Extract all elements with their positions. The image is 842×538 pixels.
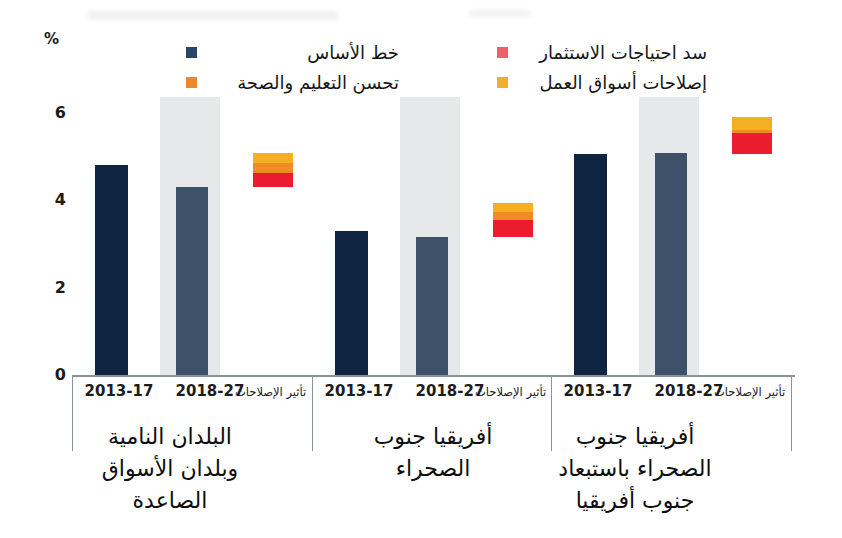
group-name-line: أفريقيا جنوب: [515, 421, 755, 453]
legend-item-labor-market: إصلاحات أسواق العمل: [497, 70, 707, 94]
baseline-2013-17-bar-g3: [574, 154, 607, 375]
reform-stack-education-health-g2: [493, 212, 533, 220]
x-label-2013-17-g2: 2013-17: [315, 382, 403, 400]
y-axis-unit-label: %: [44, 30, 59, 48]
legend-label-labor-market: إصلاحات أسواق العمل: [539, 72, 707, 93]
y-tick-6: 6: [26, 103, 66, 123]
group-name-line: البلدان النامية: [50, 421, 290, 453]
group-separator-3: [791, 377, 792, 451]
x-label-reform-impact-g2: تأثير الإصلاحات: [475, 385, 552, 399]
group-name-g1: البلدان الناميةوبلدان الأسواقالصاعدة: [50, 421, 290, 517]
reform-stack-labor-market-g3: [732, 117, 772, 129]
reform-impact-growth-chart: % خط الأساس تحسن التعليم والصحة سد احتيا…: [0, 0, 842, 538]
reform-stack-investment-g1: [253, 173, 293, 187]
x-label-2013-17-g1: 2013-17: [75, 382, 163, 400]
baseline-2013-17-bar-g1: [95, 165, 128, 375]
legend-item-education-health: تحسن التعليم والصحة: [186, 70, 399, 94]
reform-stack-investment-g3: [732, 133, 772, 155]
education-health-swatch-icon: [186, 77, 197, 88]
baseline-2018-27-bar-g2: [416, 237, 448, 375]
y-tick-4: 4: [26, 190, 66, 210]
baseline-2013-17-bar-g2: [335, 231, 368, 375]
group-name-line: وبلدان الأسواق: [50, 453, 290, 485]
cropped-title-remnant: [88, 11, 338, 20]
legend-label-investment: سد احتياجات الاستثمار: [539, 42, 707, 63]
x-label-reform-impact-g1: تأثير الإصلاحات: [235, 385, 312, 399]
baseline-2018-27-bar-g1: [176, 187, 208, 375]
x-label-reform-impact-g3: تأثير الإصلاحات: [714, 385, 791, 399]
reform-stack-investment-g2: [493, 220, 533, 237]
legend-item-baseline: خط الأساس: [186, 40, 399, 64]
cropped-title-remnant: [470, 10, 530, 17]
group-name-line: الصاعدة: [50, 485, 290, 517]
reform-stack-labor-market-g1: [253, 153, 293, 163]
legend-label-baseline: خط الأساس: [307, 42, 399, 63]
group-name-line: جنوب أفريقيا: [515, 485, 755, 517]
reform-stack-education-health-g3: [732, 130, 772, 133]
group-name-g3: أفريقيا جنوبالصحراء باستبعادجنوب أفريقيا: [515, 421, 755, 517]
labor-market-swatch-icon: [497, 77, 508, 88]
investment-swatch-icon: [497, 47, 508, 58]
y-tick-0: 0: [26, 365, 66, 385]
y-tick-2: 2: [26, 278, 66, 298]
baseline-2018-27-bar-g3: [655, 153, 687, 375]
x-axis-line: [72, 375, 795, 377]
legend-item-investment: سد احتياجات الاستثمار: [497, 40, 707, 64]
baseline-swatch-icon: [186, 47, 197, 58]
reform-stack-education-health-g1: [253, 163, 293, 173]
x-label-2013-17-g3: 2013-17: [554, 382, 642, 400]
group-name-line: الصحراء باستبعاد: [515, 453, 755, 485]
legend-label-education-health: تحسن التعليم والصحة: [237, 72, 399, 93]
reform-stack-labor-market-g2: [493, 203, 533, 213]
